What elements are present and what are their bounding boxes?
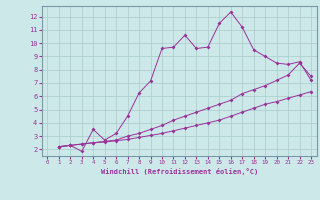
X-axis label: Windchill (Refroidissement éolien,°C): Windchill (Refroidissement éolien,°C) xyxy=(100,168,258,175)
